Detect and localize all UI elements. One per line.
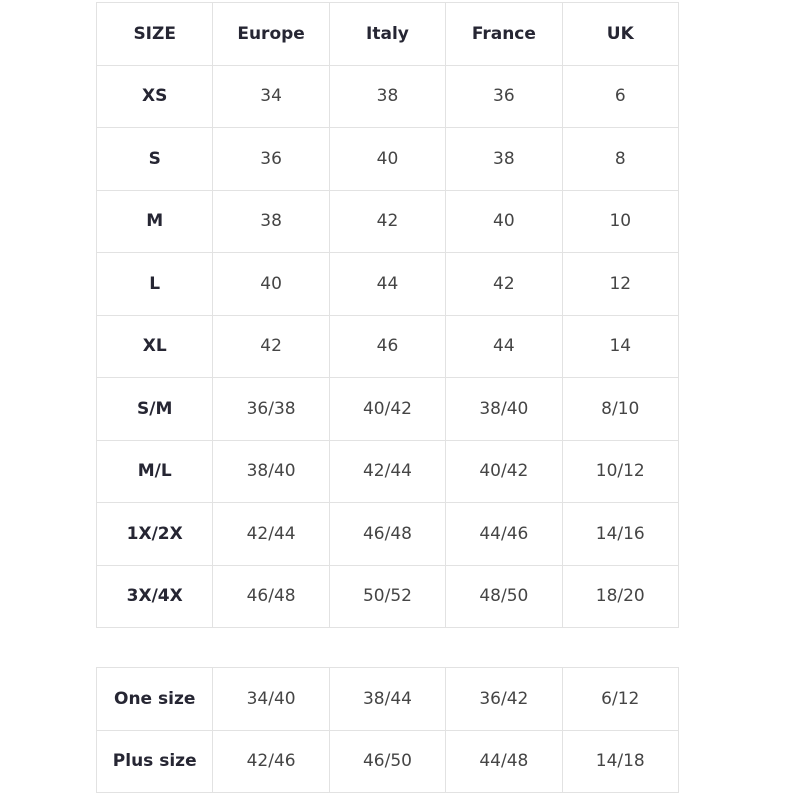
- size-value-cell: 40: [328, 127, 447, 191]
- size-value-cell: 6/12: [561, 667, 679, 731]
- table-row: L 40 44 42 12: [95, 252, 679, 316]
- table-row: XL 42 46 44 14: [95, 314, 679, 378]
- column-header: UK: [561, 2, 679, 66]
- size-value-cell: 38: [445, 127, 563, 191]
- table-row: M 38 42 40 10: [95, 189, 679, 253]
- size-value-cell: 50/52: [328, 564, 447, 628]
- table-row: S/M 36/38 40/42 38/40 8/10: [95, 377, 679, 441]
- size-value-cell: 46/48: [212, 564, 330, 628]
- size-value-cell: 8/10: [561, 377, 679, 441]
- table-row: One size 34/40 38/44 36/42 6/12: [95, 667, 679, 731]
- size-label-cell: S: [95, 127, 214, 191]
- size-chart-table: SIZE Europe Italy France UK XS 34 38 36 6 S 36 40 38 8…: [95, 2, 679, 628]
- size-label-cell: Plus size: [95, 729, 214, 793]
- size-value-cell: 10/12: [561, 439, 679, 503]
- size-value-cell: 44: [328, 252, 447, 316]
- size-value-cell: 38: [212, 189, 330, 253]
- size-value-cell: 36/38: [212, 377, 330, 441]
- size-value-cell: 34: [212, 64, 330, 128]
- size-value-cell: 14/16: [561, 502, 679, 566]
- table-row: S 36 40 38 8: [95, 127, 679, 191]
- size-value-cell: 36/42: [445, 667, 563, 731]
- size-label-cell: M/L: [95, 439, 214, 503]
- size-value-cell: 40: [212, 252, 330, 316]
- size-value-cell: 42/44: [212, 502, 330, 566]
- size-value-cell: 46: [328, 314, 447, 378]
- size-value-cell: 40: [445, 189, 563, 253]
- size-value-cell: 34/40: [212, 667, 330, 731]
- size-value-cell: 10: [561, 189, 679, 253]
- size-value-cell: 44/48: [445, 729, 563, 793]
- size-value-cell: 6: [561, 64, 679, 128]
- size-value-cell: 38/40: [445, 377, 563, 441]
- size-value-cell: 40/42: [445, 439, 563, 503]
- size-label-cell: One size: [95, 667, 214, 731]
- size-value-cell: 38/40: [212, 439, 330, 503]
- size-label-cell: XS: [95, 64, 214, 128]
- size-value-cell: 46/48: [328, 502, 447, 566]
- table-row: 3X/4X 46/48 50/52 48/50 18/20: [95, 564, 679, 628]
- size-label-cell: L: [95, 252, 214, 316]
- size-value-cell: 42/44: [328, 439, 447, 503]
- size-value-cell: 48/50: [445, 564, 563, 628]
- size-value-cell: 14/18: [561, 729, 679, 793]
- size-value-cell: 36: [212, 127, 330, 191]
- size-value-cell: 40/42: [328, 377, 447, 441]
- size-value-cell: 38/44: [328, 667, 447, 731]
- size-value-cell: 36: [445, 64, 563, 128]
- size-label-cell: M: [95, 189, 214, 253]
- header-row: SIZE Europe Italy France UK: [95, 2, 679, 66]
- size-label-cell: S/M: [95, 377, 214, 441]
- column-header: France: [445, 2, 563, 66]
- size-value-cell: 44: [445, 314, 563, 378]
- size-label-cell: 3X/4X: [95, 564, 214, 628]
- size-value-cell: 8: [561, 127, 679, 191]
- size-value-cell: 18/20: [561, 564, 679, 628]
- table-row: XS 34 38 36 6: [95, 64, 679, 128]
- special-size-table: One size 34/40 38/44 36/42 6/12 Plus size 42/4…: [95, 667, 679, 793]
- size-value-cell: 46/50: [328, 729, 447, 793]
- table-row: Plus size 42/46 46/50 44/48 14/18: [95, 729, 679, 793]
- table-row: M/L 38/40 42/44 40/42 10/12: [95, 439, 679, 503]
- size-value-cell: 42: [328, 189, 447, 253]
- column-header: Italy: [328, 2, 447, 66]
- column-header: SIZE: [95, 2, 214, 66]
- size-value-cell: 38: [328, 64, 447, 128]
- size-value-cell: 12: [561, 252, 679, 316]
- size-label-cell: XL: [95, 314, 214, 378]
- size-value-cell: 42: [445, 252, 563, 316]
- column-header: Europe: [212, 2, 330, 66]
- size-value-cell: 14: [561, 314, 679, 378]
- size-label-cell: 1X/2X: [95, 502, 214, 566]
- size-value-cell: 42: [212, 314, 330, 378]
- table-row: 1X/2X 42/44 46/48 44/46 14/16: [95, 502, 679, 566]
- size-value-cell: 44/46: [445, 502, 563, 566]
- size-value-cell: 42/46: [212, 729, 330, 793]
